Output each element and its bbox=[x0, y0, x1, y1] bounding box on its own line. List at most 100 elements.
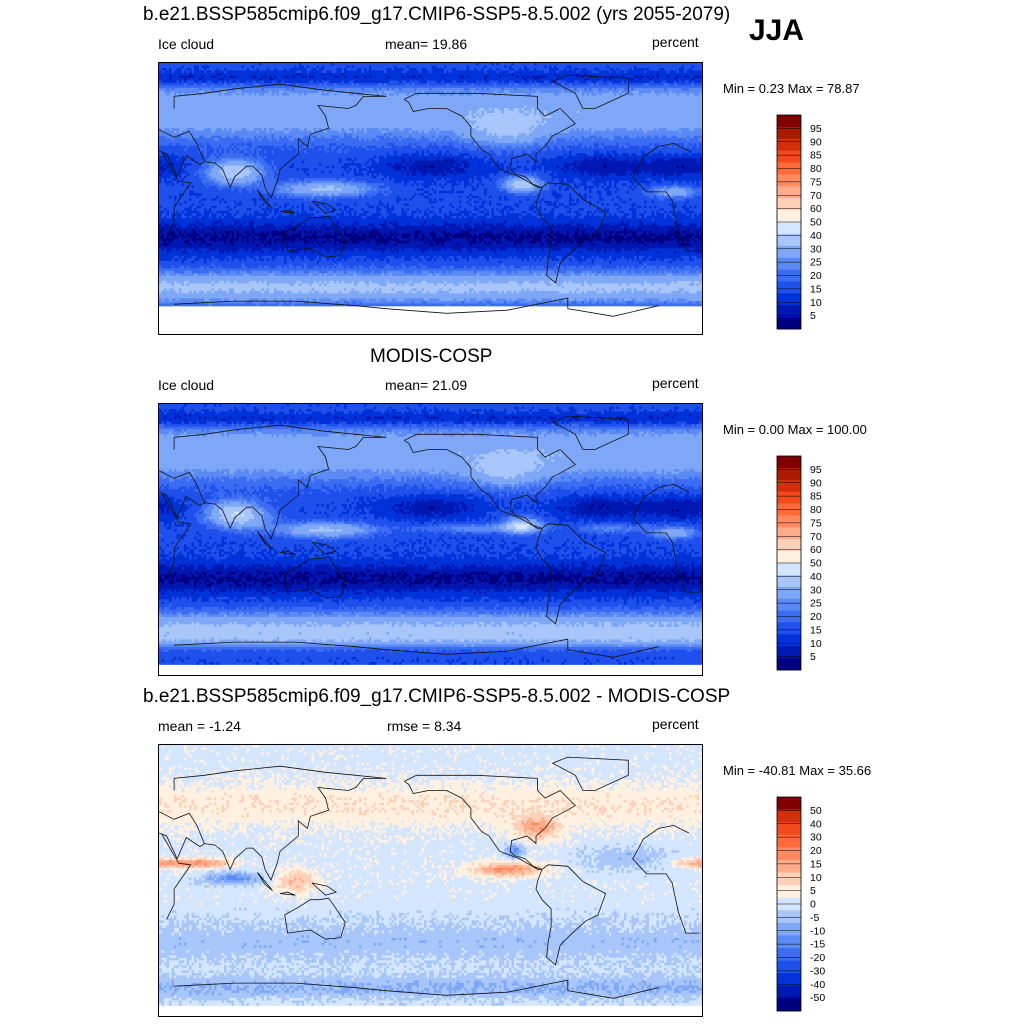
coastline bbox=[204, 437, 387, 540]
map-3-field bbox=[159, 745, 702, 1006]
panel-3-units-label: percent bbox=[652, 716, 699, 732]
coastline bbox=[404, 92, 576, 188]
colorbar-2-box-7 bbox=[777, 539, 801, 552]
coastline bbox=[551, 74, 629, 109]
panel-3-rmse-label: rmse = 8.34 bbox=[387, 718, 462, 734]
colorbar-2-box-5 bbox=[777, 515, 801, 528]
colorbar-1-label: 5 bbox=[810, 310, 816, 322]
colorbar-3-box-1 bbox=[777, 809, 801, 823]
colorbar-1-box-7 bbox=[777, 198, 801, 211]
colorbar-2-box-12 bbox=[777, 598, 801, 611]
season-label: JJA bbox=[749, 14, 805, 47]
panel-2-variable-label: Ice cloud bbox=[158, 377, 215, 393]
coastline bbox=[257, 531, 273, 550]
colorbar-2-box-16 bbox=[777, 646, 801, 659]
coastline bbox=[257, 872, 273, 891]
panel-3-colorbar: 50 40 30 20 15 10 5 0 -5 -10 -15 -20 -30 -40 -50 bbox=[776, 796, 825, 1012]
panel-2-minmax-label: Min = 0.00 Max = 100.00 bbox=[723, 422, 867, 437]
colorbar-1-box-11 bbox=[777, 245, 801, 258]
colorbar-3-label: 30 bbox=[810, 832, 822, 844]
panel-3-map-svg bbox=[159, 745, 702, 1006]
colorbar-3-label: -20 bbox=[810, 952, 825, 964]
colorbar-1-box-8 bbox=[777, 210, 801, 223]
colorbar-3-box-15 bbox=[777, 985, 801, 999]
coastline bbox=[404, 774, 576, 870]
colorbar-1-label: 40 bbox=[810, 230, 822, 242]
colorbar-2-box-2 bbox=[777, 479, 801, 492]
colorbar-3-box-13 bbox=[777, 960, 801, 974]
colorbar-2-label: 60 bbox=[810, 544, 822, 556]
colorbar-1-label: 15 bbox=[810, 283, 822, 295]
colorbar-2-label: 40 bbox=[810, 571, 822, 583]
colorbar-1-label: 80 bbox=[810, 163, 822, 175]
colorbar-3-label: 5 bbox=[810, 885, 816, 897]
colorbar-3-box-14 bbox=[777, 973, 801, 987]
map-2-field bbox=[159, 404, 702, 665]
colorbar-3-label: -10 bbox=[810, 925, 825, 937]
map-2-coastlines bbox=[159, 415, 700, 658]
map-1-field bbox=[159, 63, 702, 307]
panel-1-minmax-label: Min = 0.23 Max = 78.87 bbox=[723, 81, 860, 96]
panel-3-minmax-label: Min = -40.81 Max = 35.66 bbox=[723, 763, 872, 778]
colorbar-1-label: 10 bbox=[810, 297, 822, 309]
coastline bbox=[311, 200, 338, 214]
colorbar-1-label: 20 bbox=[810, 270, 822, 282]
colorbar-2-label: 25 bbox=[810, 598, 822, 610]
colorbar-1-box-9 bbox=[777, 222, 801, 235]
colorbar-1-box-6 bbox=[777, 186, 801, 199]
colorbar-1-box-17 bbox=[777, 317, 801, 330]
coastline bbox=[159, 129, 205, 178]
map-3-coastlines bbox=[159, 756, 700, 999]
colorbar-3-box-7 bbox=[777, 885, 801, 899]
colorbar-1-box-16 bbox=[777, 305, 801, 318]
colorbar-2-label: 85 bbox=[810, 491, 822, 503]
colorbar-1-label: 60 bbox=[810, 203, 822, 215]
colorbar-2-box-0 bbox=[777, 456, 801, 469]
colorbar-2-label: 95 bbox=[810, 464, 822, 476]
coastline bbox=[386, 638, 659, 658]
coastline bbox=[404, 433, 576, 529]
panel-1-units-label: percent bbox=[652, 34, 699, 50]
colorbar-3-box-4 bbox=[777, 847, 801, 861]
coastline bbox=[535, 182, 607, 284]
colorbar-1-box-10 bbox=[777, 233, 801, 247]
coastline bbox=[311, 541, 338, 555]
colorbar-2-label: 90 bbox=[810, 477, 822, 489]
map-1-coastlines bbox=[159, 74, 700, 317]
colorbar-2-label: 75 bbox=[810, 517, 822, 529]
coastline bbox=[161, 493, 192, 579]
colorbar-3-label: 40 bbox=[810, 818, 822, 830]
colorbar-3-box-16 bbox=[777, 998, 801, 1012]
coastline bbox=[161, 152, 192, 238]
coastline bbox=[280, 209, 296, 214]
colorbar-3-box-3 bbox=[777, 834, 801, 848]
colorbar-3-label: 10 bbox=[810, 872, 822, 884]
colorbar-1-box-5 bbox=[777, 174, 801, 187]
coastline bbox=[632, 176, 700, 252]
colorbar-1-label: 25 bbox=[810, 257, 822, 269]
panel-2-mean-label: mean= 21.09 bbox=[385, 377, 468, 393]
coastline bbox=[535, 523, 607, 625]
coastline bbox=[632, 858, 700, 934]
coastline bbox=[159, 470, 205, 519]
colorbar-3-box-11 bbox=[777, 935, 801, 949]
colorbar-1-box-2 bbox=[777, 138, 801, 151]
colorbar-1-box-0 bbox=[777, 115, 801, 128]
coastline bbox=[551, 415, 629, 450]
colorbar-1-label: 85 bbox=[810, 150, 822, 162]
colorbar-2-box-11 bbox=[777, 586, 801, 599]
colorbar-2-box-9 bbox=[777, 563, 801, 576]
colorbar-3-box-9 bbox=[777, 910, 801, 924]
colorbar-3-box-2 bbox=[777, 822, 801, 836]
coastline bbox=[204, 96, 387, 199]
coastline bbox=[284, 556, 346, 599]
coastline bbox=[632, 142, 690, 177]
colorbar-3-label: 20 bbox=[810, 845, 822, 857]
colorbar-1-box-3 bbox=[777, 150, 801, 163]
panel-2-map bbox=[158, 403, 703, 676]
coastline bbox=[632, 824, 690, 859]
colorbar-1-box-15 bbox=[777, 293, 801, 306]
